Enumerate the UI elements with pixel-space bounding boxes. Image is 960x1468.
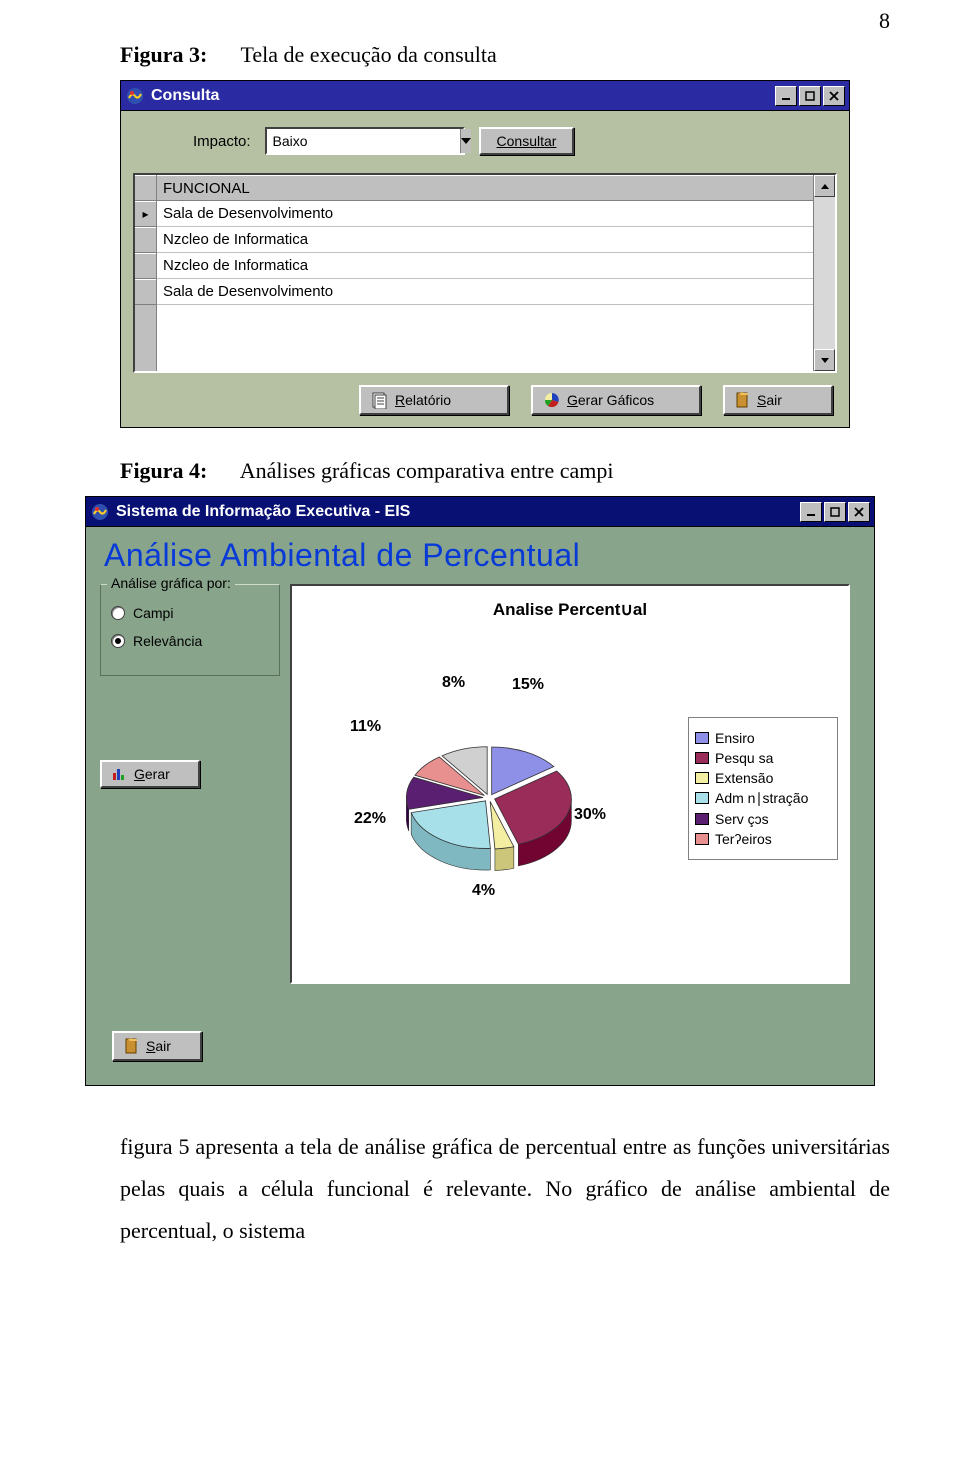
vertical-scrollbar[interactable] [813,175,835,371]
grid-cell[interactable]: Nzcleo de Informatica [157,253,813,279]
filter-row: Impacto: Consultar [133,123,837,173]
slice-label: 11% [350,718,381,736]
radio-relevancia[interactable]: Relevância [111,633,269,649]
radio-icon [111,634,125,648]
grid-cell[interactable]: Sala de Desenvolvimento [157,279,813,305]
bar-chart-icon [112,767,128,781]
pie-chart-icon [543,391,561,409]
slice-label: 15% [512,676,544,694]
legend-swatch [695,772,709,784]
report-icon [371,391,389,409]
legend-label: Terʔeiros [715,831,772,847]
window-body: Análise Ambiental de Percentual Análise … [85,526,875,1086]
scroll-down-icon[interactable] [814,349,835,371]
page-title: Análise Ambiental de Percentual [104,537,860,574]
maximize-button[interactable] [799,86,821,106]
radio-icon [111,606,125,620]
grid-cell[interactable]: Sala de Desenvolvimento [157,201,813,227]
bottom-button-bar: Relatório Gerar Gáficos [133,373,837,417]
combo-arrow-icon[interactable] [460,129,471,153]
minimize-button[interactable] [775,86,797,106]
legend-item: Terʔeiros [695,831,831,847]
sair-label: Sair [757,392,782,408]
figure-4-label: Figura 4: [120,458,207,483]
impacto-input[interactable] [267,133,460,149]
figure-3-text: Tela de execução da consulta [241,42,497,67]
impacto-combo[interactable] [265,127,465,155]
gerar-button[interactable]: Gerar [100,760,200,788]
figure-4-text: Análises gráficas comparativa entre camp… [240,458,614,483]
minimize-button[interactable] [800,502,822,522]
sair-button[interactable]: Sair [723,385,833,415]
legend-item: Pesqu sa [695,750,831,766]
legend-item: Serv çɔs [695,811,831,827]
legend-swatch [695,732,709,744]
legend-item: Extensão [695,770,831,786]
relatorio-label: Relatório [395,392,451,408]
sair-label: Sair [146,1038,171,1054]
close-button[interactable] [823,86,845,106]
radio-relevancia-label: Relevância [133,633,202,649]
app-icon [125,86,145,106]
legend-label: Ensiro [715,730,755,746]
analise-group: Análise gráfica por: Campi Relevância [100,584,280,676]
figure-4-caption: Figura 4: Análises gráficas comparativa … [0,456,960,496]
consulta-window: Consulta Impacto: Consultar [120,80,850,428]
close-button[interactable] [848,502,870,522]
window-title: Sistema de Informação Executiva - EIS [116,503,798,521]
grid-cell[interactable]: Nzcleo de Informatica [157,227,813,253]
app-icon [90,502,110,522]
titlebar: Consulta [120,80,850,110]
gerar-label: Gerar [134,766,170,782]
window-title: Consulta [151,87,773,105]
figure-3-label: Figura 3: [120,42,207,67]
eis-window: Sistema de Informação Executiva - EIS An… [85,496,875,1086]
sair-button[interactable]: Sair [112,1031,202,1061]
chart-title: Analise Percent∪al [302,600,838,620]
radio-campi[interactable]: Campi [111,605,269,621]
legend-swatch [695,813,709,825]
impacto-label: Impacto: [193,133,251,150]
legend-label: Adm n∣stração [715,790,808,807]
window-body: Impacto: Consultar ▸ FUNCIONAL Sal [120,110,850,428]
scroll-up-icon[interactable] [814,175,835,197]
legend-swatch [695,792,709,804]
pie-chart: 15% 30% 4% 22% 11% 8% [302,628,676,948]
grid-rows: FUNCIONAL Sala de Desenvolvimento Nzcleo… [157,175,813,371]
relatorio-button[interactable]: Relatório [359,385,509,415]
figure-3-caption: Figura 3: Tela de execução da consulta [0,40,960,80]
gerar-graficos-button[interactable]: Gerar Gáficos [531,385,701,415]
legend-item: Ensiro [695,730,831,746]
legend-label: Pesqu sa [715,750,773,766]
legend-label: Serv çɔs [715,811,769,827]
left-panel: Análise gráfica por: Campi Relevância [100,584,280,788]
body-paragraph: figura 5 apresenta a tela de análise grá… [0,1114,960,1251]
row-indicator-icon: ▸ [135,201,156,227]
slice-label: 22% [354,810,386,828]
chart-legend: Ensiro Pesqu sa Extensão Adm n∣stração Serv … [688,717,838,860]
slice-label: 30% [574,806,606,824]
legend-item: Adm n∣stração [695,790,831,807]
consultar-button[interactable]: Consultar [479,127,575,155]
group-label: Análise gráfica por: [107,575,235,591]
maximize-button[interactable] [824,502,846,522]
exit-icon [124,1037,140,1055]
page-number: 8 [0,0,960,40]
exit-icon [735,391,751,409]
chart-panel: Analise Percent∪al 15% 30% 4% 22% 11% 8%… [290,584,850,984]
legend-label: Extensão [715,770,773,786]
legend-swatch [695,752,709,764]
grid-gutter: ▸ [135,175,157,371]
radio-campi-label: Campi [133,605,173,621]
titlebar: Sistema de Informação Executiva - EIS [85,496,875,526]
gerar-graficos-label: Gerar Gáficos [567,392,654,408]
grid-header: FUNCIONAL [157,175,813,201]
slice-label: 8% [442,674,465,692]
results-grid: ▸ FUNCIONAL Sala de Desenvolvimento Nzcl… [133,173,837,373]
legend-swatch [695,833,709,845]
slice-label: 4% [472,882,495,900]
